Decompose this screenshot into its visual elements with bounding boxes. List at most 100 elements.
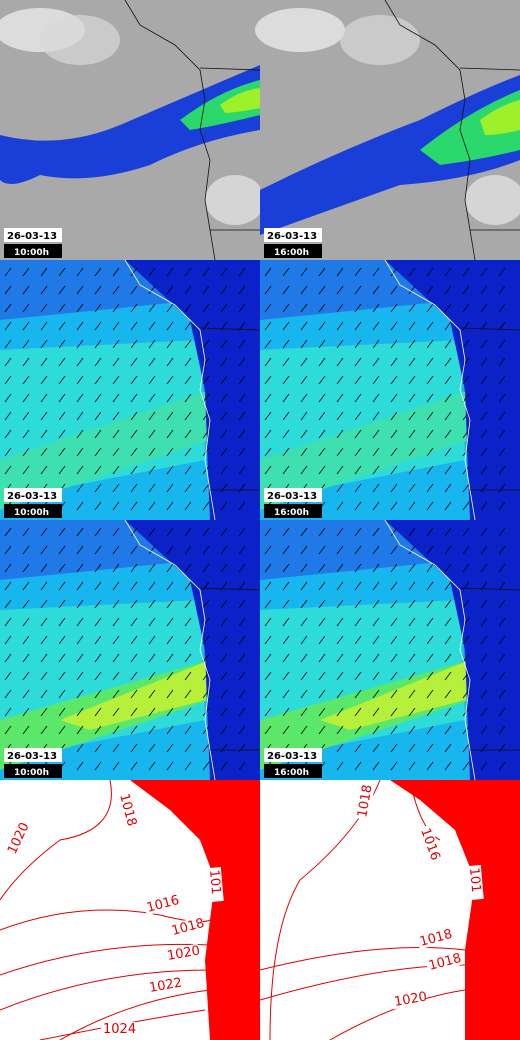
wind-arrow bbox=[184, 285, 192, 295]
wind-arrow bbox=[480, 725, 488, 735]
wind-arrow bbox=[390, 689, 398, 699]
wind-arrow bbox=[282, 527, 290, 537]
wind-arrow bbox=[76, 411, 84, 421]
wind-arrow bbox=[40, 545, 48, 555]
wind-arrow bbox=[184, 563, 192, 573]
wind-arrow bbox=[238, 671, 246, 681]
border bbox=[459, 327, 520, 491]
wind-arrow bbox=[354, 599, 362, 609]
precip-area bbox=[480, 100, 520, 135]
wind-arrow bbox=[40, 527, 48, 537]
isobar-cluster bbox=[130, 780, 260, 1040]
wind-arrow bbox=[282, 303, 290, 313]
wind-arrow bbox=[112, 617, 120, 627]
wind-arrow bbox=[76, 761, 84, 771]
wind-arrow bbox=[94, 447, 102, 457]
wind-arrow bbox=[282, 653, 290, 663]
coastline bbox=[384, 519, 476, 781]
cloud bbox=[205, 175, 265, 225]
wind-arrow bbox=[372, 545, 380, 555]
wind-arrow bbox=[426, 581, 434, 591]
isobar bbox=[59, 989, 211, 1040]
wind-arrow bbox=[372, 393, 380, 403]
date-label: 26-03-13 bbox=[267, 231, 317, 242]
wind-arrow bbox=[76, 393, 84, 403]
wind-arrow bbox=[426, 599, 434, 609]
wind-arrow bbox=[444, 267, 452, 277]
time-box bbox=[264, 764, 322, 778]
border bbox=[199, 587, 261, 751]
wind-arrow bbox=[4, 321, 12, 331]
wind-arrow bbox=[390, 725, 398, 735]
wind-arrow bbox=[220, 267, 228, 277]
wind-arrow bbox=[148, 743, 156, 753]
wind-arrow bbox=[202, 689, 210, 699]
wind-arrow bbox=[264, 447, 272, 457]
wind-area bbox=[385, 260, 520, 520]
wind-arrow bbox=[112, 447, 120, 457]
wind-arrow bbox=[94, 617, 102, 627]
wind-arrow bbox=[76, 653, 84, 663]
wind-arrow bbox=[426, 743, 434, 753]
wind-arrow bbox=[408, 303, 416, 313]
date-label: 26-03-13 bbox=[267, 491, 317, 502]
wind-arrow bbox=[300, 393, 308, 403]
wind-arrow bbox=[130, 339, 138, 349]
wind-arrow bbox=[22, 527, 30, 537]
wind-arrow bbox=[480, 285, 488, 295]
wind-arrow bbox=[184, 339, 192, 349]
wind-arrow bbox=[390, 375, 398, 385]
wind-arrow bbox=[354, 429, 362, 439]
wind-arrow bbox=[130, 635, 138, 645]
wind-area bbox=[0, 390, 210, 510]
wind-arrow bbox=[480, 671, 488, 681]
wind-arrow bbox=[220, 501, 228, 511]
wind-arrow bbox=[480, 483, 488, 493]
wind-arrow bbox=[354, 411, 362, 421]
wind-arrow bbox=[426, 483, 434, 493]
wind-arrow bbox=[130, 429, 138, 439]
time-label: 16:00h bbox=[274, 768, 309, 778]
wind-arrow bbox=[238, 501, 246, 511]
wind-arrow bbox=[300, 527, 308, 537]
wind-arrow bbox=[498, 599, 506, 609]
wind-arrow bbox=[390, 393, 398, 403]
wind-arrow bbox=[300, 447, 308, 457]
wind-arrow bbox=[94, 357, 102, 367]
wind-arrow bbox=[94, 671, 102, 681]
wind-arrow bbox=[390, 447, 398, 457]
border bbox=[199, 67, 261, 231]
wind-arrow bbox=[498, 465, 506, 475]
wind-arrow bbox=[58, 267, 66, 277]
wind-arrow bbox=[318, 689, 326, 699]
wind-arrow bbox=[282, 689, 290, 699]
wind-arrow bbox=[238, 635, 246, 645]
date-label: 26-03-13 bbox=[7, 231, 57, 242]
wind-arrow bbox=[4, 707, 12, 717]
wind-arrow bbox=[282, 267, 290, 277]
wind-arrow bbox=[4, 725, 12, 735]
wind-arrow bbox=[166, 303, 174, 313]
wind-arrow bbox=[336, 527, 344, 537]
wind-arrow bbox=[76, 617, 84, 627]
wind-arrow bbox=[336, 671, 344, 681]
time-box bbox=[264, 504, 322, 518]
wind-arrow bbox=[462, 483, 470, 493]
wind-arrow bbox=[282, 635, 290, 645]
wind-arrow bbox=[426, 303, 434, 313]
wind-arrow bbox=[22, 447, 30, 457]
wind-arrow bbox=[130, 725, 138, 735]
wind-arrow bbox=[336, 267, 344, 277]
wind-arrow bbox=[372, 303, 380, 313]
wind-arrow bbox=[148, 411, 156, 421]
wind-arrow bbox=[426, 527, 434, 537]
wind-arrow bbox=[58, 357, 66, 367]
wind-arrow bbox=[238, 563, 246, 573]
label-bg bbox=[206, 867, 224, 903]
wind-arrow bbox=[264, 339, 272, 349]
wind-arrow bbox=[22, 599, 30, 609]
wind-arrow bbox=[94, 653, 102, 663]
wind-arrow bbox=[498, 545, 506, 555]
wind-arrow bbox=[202, 635, 210, 645]
wind-arrow bbox=[112, 599, 120, 609]
